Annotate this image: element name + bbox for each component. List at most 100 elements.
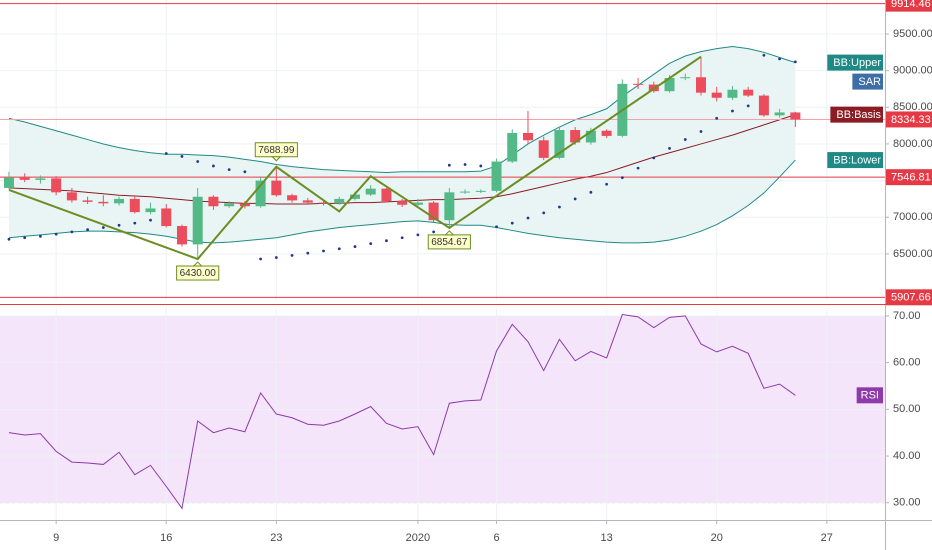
sar-dot <box>86 228 90 232</box>
candle-body <box>114 198 125 204</box>
sar-dot <box>620 176 624 180</box>
price-tag-text: 7546.81 <box>891 172 931 184</box>
indicator-tag-text: SAR <box>858 76 881 88</box>
sar-dot <box>212 164 215 168</box>
indicator-tag: BB:Upper <box>827 54 883 71</box>
candle-body <box>208 196 219 207</box>
sar-dot <box>7 237 11 241</box>
sar-dot <box>180 155 184 158</box>
candle-body <box>365 188 376 195</box>
candle-body <box>176 226 187 245</box>
y-tick-label: 8000.00 <box>893 138 932 150</box>
candle-body <box>585 130 596 143</box>
x-tick-label: 23 <box>270 532 282 544</box>
indicator-tag: BB:Lower <box>827 152 883 169</box>
sar-dot <box>400 236 404 240</box>
sar-dot <box>778 57 782 61</box>
candle-body <box>491 161 502 191</box>
layer-lines <box>0 3 885 298</box>
price-tag-text: 9914.46 <box>891 0 931 10</box>
candle-body <box>349 194 360 199</box>
sar-dot <box>715 116 719 120</box>
sar-dot <box>683 138 687 141</box>
sar-dot <box>463 163 467 166</box>
candle-body <box>507 132 518 162</box>
price-tag: 5907.66 <box>886 289 932 306</box>
sar-dot <box>39 234 42 238</box>
zigzag-line <box>8 55 702 261</box>
candle-body <box>192 196 203 245</box>
sar-dot <box>385 239 388 243</box>
candle-body <box>633 83 644 85</box>
price-tag: 7546.81 <box>886 169 932 186</box>
sar-dot <box>227 168 231 172</box>
indicator-tag: BB:Basis <box>830 106 883 123</box>
x-tick-label: 27 <box>821 532 833 544</box>
price-tag-box <box>886 169 932 186</box>
candle-body <box>318 202 329 204</box>
candle-body <box>774 112 785 116</box>
indicator-tag-text: BB:Upper <box>833 57 881 69</box>
candle-body <box>570 130 581 143</box>
price-tag: 9914.46 <box>886 0 932 12</box>
sar-dot <box>416 233 420 237</box>
zigzag-label-text: 7688.99 <box>258 145 295 156</box>
sar-dot <box>164 152 168 155</box>
x-tick-label: 13 <box>600 532 612 544</box>
sar-dot <box>762 53 766 57</box>
candle-body <box>161 208 172 227</box>
sar-dot <box>495 225 498 229</box>
x-tick-label: 6 <box>493 532 499 544</box>
sar-dot <box>573 197 577 201</box>
candle-body <box>224 203 235 207</box>
sar-dot <box>117 223 121 227</box>
sar-dot <box>668 146 671 150</box>
rsi-tick-label: 60.00 <box>893 357 921 369</box>
sar-dot <box>526 216 530 220</box>
sar-dot <box>652 156 656 160</box>
zigzag-label-text: 6854.67 <box>431 237 468 248</box>
candle-body <box>522 132 533 141</box>
indicator-tag-box <box>827 152 883 169</box>
candle-body <box>302 200 313 203</box>
y-tick-label: 9000.00 <box>893 65 932 77</box>
candle-body <box>790 112 801 120</box>
sar-dot <box>196 160 200 163</box>
candle-body <box>271 180 282 196</box>
candle-body <box>255 180 266 207</box>
x-tick-label: 9 <box>53 532 59 544</box>
candle-body <box>444 192 455 221</box>
candle-body <box>601 130 612 136</box>
rsi-tick-label: 50.00 <box>893 403 921 415</box>
candle-body <box>758 95 769 116</box>
zigzag-label: 6430.00 <box>176 261 220 281</box>
candle-body <box>743 89 754 96</box>
rsi-tick-label: 70.00 <box>893 310 921 322</box>
indicator-tag-box <box>830 106 883 123</box>
sar-dot <box>70 230 74 234</box>
candle-body <box>397 201 408 205</box>
candle-body <box>554 130 565 158</box>
sar-dot <box>149 218 152 222</box>
price-tag-box <box>886 0 932 12</box>
sar-dot <box>432 230 436 234</box>
sar-dot <box>322 249 325 253</box>
candle-body <box>460 191 471 193</box>
sar-dot <box>133 221 137 225</box>
sar-dot <box>510 221 514 225</box>
indicator-tag-text: RSI <box>861 390 879 402</box>
zigzag-label-pointer <box>192 261 203 267</box>
sar-dot <box>542 211 546 215</box>
candle-body <box>727 89 738 98</box>
y-tick-label: 9500.00 <box>893 28 932 40</box>
sar-dot <box>699 130 703 133</box>
candle-body <box>82 200 93 202</box>
candle-body <box>412 202 423 205</box>
rsi-line <box>8 313 796 510</box>
indicator-tag-box <box>852 73 883 90</box>
indicator-tag-text: BB:Lower <box>833 154 881 166</box>
candle-body <box>334 198 345 204</box>
price-tag-box <box>886 289 932 306</box>
